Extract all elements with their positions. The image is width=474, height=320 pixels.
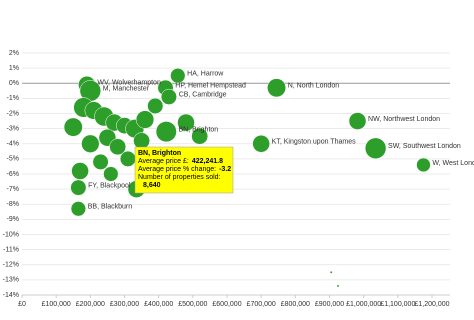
y-tick-label: -5% (7, 156, 19, 163)
bubble (81, 134, 100, 153)
x-tick-label: £100,000 (42, 301, 71, 308)
bubble (135, 110, 155, 129)
tooltip-value: -3.2 (219, 166, 231, 173)
bubble (119, 150, 136, 167)
y-tick-label: -1% (7, 95, 19, 102)
y-tick-label: -14% (3, 292, 19, 299)
y-tick-label: -2% (7, 110, 19, 117)
point-label: WV, Wolverhampton (97, 80, 161, 87)
bubble (71, 162, 89, 180)
bubble (170, 68, 186, 84)
bubble (416, 157, 431, 173)
x-tick-label: £1,200,000 (414, 301, 449, 308)
tooltip-line: Average price £: (138, 158, 189, 165)
y-tick-label: -4% (7, 141, 19, 148)
bubble (364, 137, 387, 159)
bubble (103, 166, 119, 182)
bubble (155, 121, 177, 143)
y-tick-label: -7% (7, 186, 19, 193)
bubble (191, 127, 209, 145)
bubble (160, 88, 177, 105)
bubble (70, 179, 87, 196)
point-label: SW, Southwest London (388, 143, 461, 150)
y-tick-label: -6% (7, 171, 19, 178)
tooltip-value: 8,640 (143, 182, 161, 189)
y-tick-label: 2% (9, 50, 19, 57)
point-label: BN, Brighton (178, 126, 218, 133)
bubble (63, 117, 83, 137)
point-label: M, Manchester (103, 86, 150, 93)
y-tick-label: -3% (7, 125, 19, 132)
y-tick-label: 0% (9, 80, 19, 87)
y-tick-label: -10% (3, 231, 19, 238)
bubble (336, 284, 340, 288)
y-tick-label: -13% (3, 277, 19, 284)
x-tick-label: £1,100,000 (380, 301, 415, 308)
x-tick-label: £900,000 (315, 301, 344, 308)
bubble (177, 113, 195, 132)
bubble (329, 270, 333, 274)
bubble (109, 138, 127, 156)
point-label: NW, Northwest London (368, 116, 440, 123)
point-label: HA, Harrow (187, 71, 224, 78)
tooltip-line: Average price % change: (138, 166, 216, 173)
x-tick-label: £500,000 (178, 301, 207, 308)
x-tick-label: £800,000 (281, 301, 310, 308)
point-label: HP, Hemel Hempstead (175, 83, 246, 90)
bubble (133, 132, 150, 150)
x-tick-label: £700,000 (247, 301, 276, 308)
y-tick-label: -8% (7, 201, 19, 208)
y-tick-label: 1% (9, 65, 19, 72)
x-tick-label: £1,000,000 (346, 301, 381, 308)
tooltip-title: BN, Brighton (138, 150, 181, 157)
bubble (92, 153, 109, 170)
point-label: FY, Blackpool (88, 182, 131, 189)
bubble (267, 78, 286, 98)
x-tick-label: £300,000 (110, 301, 139, 308)
x-tick-label: £400,000 (144, 301, 173, 308)
bubble (70, 201, 87, 217)
bubble (348, 112, 367, 130)
x-tick-label: £200,000 (76, 301, 105, 308)
tooltip-line: Number of properties sold: (138, 174, 221, 181)
x-tick-label: £0 (18, 301, 26, 308)
tooltip-box (134, 146, 234, 194)
point-label: N, North London (288, 83, 339, 90)
x-tick-label: £600,000 (212, 301, 241, 308)
bubble (252, 134, 270, 153)
point-label: BB, Blackburn (88, 204, 132, 211)
y-tick-label: -9% (7, 216, 19, 223)
point-label: CB, Cambridge (179, 92, 227, 99)
point-label: W, West London (432, 160, 474, 167)
tooltip-value: 422,241.8 (192, 158, 223, 165)
y-tick-label: -12% (3, 262, 19, 269)
point-label: KT, Kingston upon Thames (272, 139, 356, 146)
bubble (147, 97, 164, 114)
y-tick-label: -11% (3, 246, 19, 253)
